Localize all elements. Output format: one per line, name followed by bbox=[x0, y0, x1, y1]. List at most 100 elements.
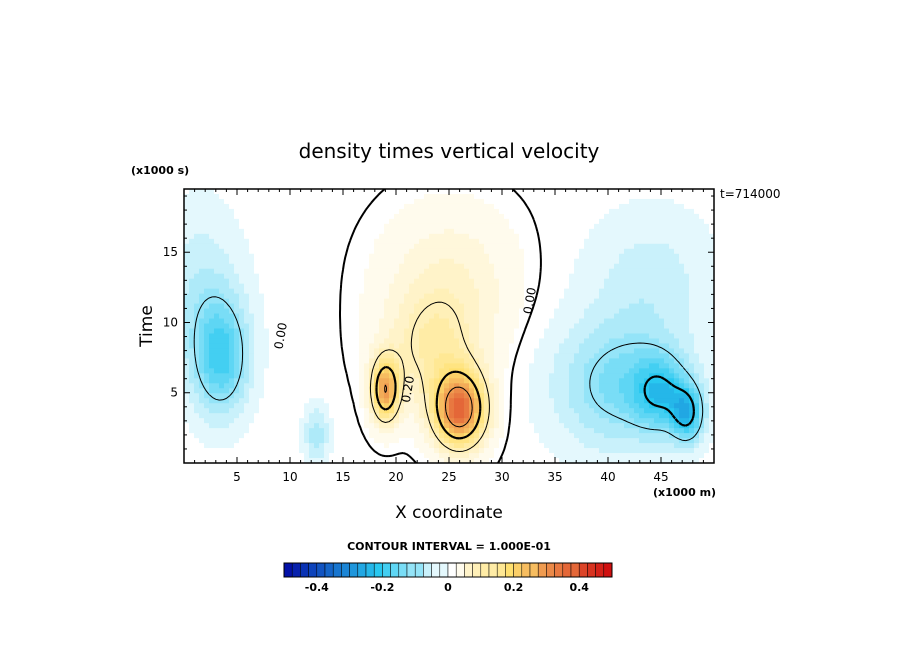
heatmap-cell bbox=[629, 323, 635, 330]
heatmap-cell bbox=[294, 448, 300, 454]
heatmap-cell bbox=[384, 258, 390, 265]
heatmap-cell bbox=[334, 198, 340, 205]
heatmap-cell bbox=[604, 443, 610, 449]
heatmap-cell bbox=[454, 189, 460, 195]
heatmap-cell bbox=[509, 338, 515, 345]
heatmap-cell bbox=[219, 198, 225, 205]
heatmap-cell bbox=[584, 398, 590, 404]
heatmap-cell bbox=[189, 203, 195, 210]
heatmap-cell bbox=[624, 298, 630, 305]
heatmap-cell bbox=[374, 243, 380, 250]
heatmap-cell bbox=[444, 383, 450, 389]
heatmap-cell bbox=[634, 273, 640, 280]
heatmap-cell bbox=[359, 258, 365, 265]
heatmap-cell bbox=[419, 453, 425, 459]
heatmap-cell bbox=[254, 208, 260, 215]
heatmap-cell bbox=[589, 298, 595, 305]
heatmap-cell bbox=[574, 353, 580, 359]
heatmap-cell bbox=[519, 283, 525, 290]
heatmap-cell bbox=[414, 353, 420, 359]
heatmap-cell bbox=[404, 423, 410, 429]
heatmap-cell bbox=[489, 348, 495, 354]
heatmap-cell bbox=[214, 428, 220, 434]
heatmap-cell bbox=[224, 388, 230, 394]
heatmap-cell bbox=[494, 428, 500, 434]
heatmap-cell bbox=[189, 398, 195, 404]
heatmap-cell bbox=[449, 338, 455, 345]
heatmap-cell bbox=[229, 208, 235, 215]
heatmap-cell bbox=[474, 328, 480, 335]
heatmap-cell bbox=[249, 263, 255, 270]
heatmap-cell bbox=[389, 228, 395, 235]
heatmap-cell bbox=[209, 243, 215, 250]
heatmap-cell bbox=[394, 293, 400, 300]
heatmap-cell bbox=[464, 198, 470, 205]
heatmap-cell bbox=[559, 418, 565, 424]
heatmap-cell bbox=[359, 348, 365, 354]
heatmap-cell bbox=[484, 368, 490, 374]
heatmap-cell bbox=[279, 348, 285, 354]
heatmap-cell bbox=[189, 393, 195, 399]
heatmap-cell bbox=[569, 368, 575, 374]
heatmap-cell bbox=[239, 398, 245, 404]
heatmap-cell bbox=[289, 338, 295, 345]
heatmap-cell bbox=[579, 363, 585, 369]
heatmap-cell bbox=[394, 353, 400, 359]
heatmap-cell bbox=[239, 333, 245, 340]
heatmap-cell bbox=[409, 378, 415, 384]
heatmap-cell bbox=[204, 403, 210, 409]
heatmap-cell bbox=[364, 413, 370, 419]
heatmap-cell bbox=[264, 408, 270, 414]
heatmap-cell bbox=[494, 233, 500, 240]
heatmap-cell bbox=[214, 233, 220, 240]
heatmap-cell bbox=[194, 228, 200, 235]
heatmap-cell bbox=[414, 358, 420, 364]
heatmap-cell bbox=[334, 298, 340, 305]
heatmap-cell bbox=[299, 453, 305, 459]
heatmap-cell bbox=[314, 288, 320, 295]
heatmap-cell bbox=[514, 189, 520, 195]
heatmap-cell bbox=[379, 208, 385, 215]
heatmap-cell bbox=[259, 448, 265, 454]
heatmap-cell bbox=[264, 363, 270, 369]
heatmap-cell bbox=[324, 448, 330, 454]
heatmap-cell bbox=[359, 413, 365, 419]
heatmap-cell bbox=[514, 233, 520, 240]
heatmap-cell bbox=[499, 228, 505, 235]
heatmap-cell bbox=[319, 208, 325, 215]
heatmap-cell bbox=[214, 258, 220, 265]
heatmap-cell bbox=[444, 458, 450, 463]
heatmap-cell bbox=[284, 423, 290, 429]
heatmap-cell bbox=[484, 248, 490, 255]
heatmap-cell bbox=[264, 413, 270, 419]
heatmap-cell bbox=[544, 313, 550, 320]
heatmap-cell bbox=[399, 278, 405, 285]
heatmap-cell bbox=[269, 353, 275, 359]
heatmap-cell bbox=[584, 223, 590, 230]
heatmap-cell bbox=[459, 278, 465, 285]
heatmap-cell bbox=[244, 293, 250, 300]
heatmap-cell bbox=[234, 353, 240, 359]
heatmap-cell bbox=[634, 373, 640, 379]
heatmap-cell bbox=[204, 428, 210, 434]
heatmap-cell bbox=[334, 443, 340, 449]
heatmap-cell bbox=[184, 208, 190, 215]
heatmap-cell bbox=[554, 208, 560, 215]
heatmap-cell bbox=[634, 198, 640, 205]
heatmap-cell bbox=[369, 363, 375, 369]
heatmap-cell bbox=[199, 203, 205, 210]
heatmap-cell bbox=[569, 283, 575, 290]
heatmap-cell bbox=[254, 373, 260, 379]
heatmap-cell bbox=[199, 343, 205, 350]
heatmap-cell bbox=[559, 233, 565, 240]
heatmap-cell bbox=[594, 358, 600, 364]
heatmap-cell bbox=[619, 363, 625, 369]
heatmap-cell bbox=[339, 403, 345, 409]
heatmap-cell bbox=[439, 358, 445, 364]
heatmap-cell bbox=[494, 388, 500, 394]
heatmap-cell bbox=[314, 343, 320, 350]
heatmap-cell bbox=[594, 448, 600, 454]
heatmap-cell bbox=[344, 378, 350, 384]
heatmap-cell bbox=[209, 388, 215, 394]
heatmap-cell bbox=[284, 268, 290, 275]
